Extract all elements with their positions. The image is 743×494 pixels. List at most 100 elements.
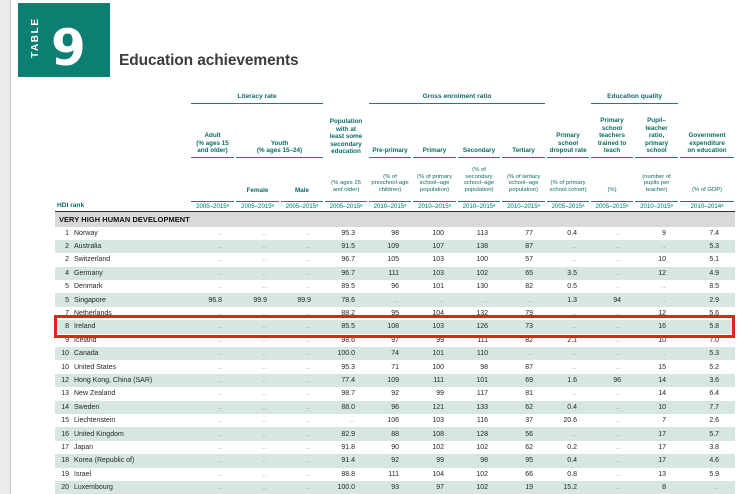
unit-ptr: (number of pupils per teacher) (642, 173, 671, 194)
value-cell: 79 (525, 310, 534, 318)
value-cell: 57 (525, 256, 534, 264)
value-cell: .. (262, 269, 267, 277)
value-cell: 103 (432, 256, 445, 264)
country-row: 18 Korea (Republic of)...... 91.4 92 99 98 95 0… (55, 454, 736, 468)
spacer-cell (190, 158, 235, 196)
value-cell: .. (483, 296, 489, 304)
value-cell: 99 (436, 457, 445, 465)
col-primary: Primary (412, 104, 457, 158)
hdi-rank-value: 20 (61, 484, 69, 492)
value-cell: .. (394, 296, 400, 304)
value-cell: 132 (476, 310, 489, 318)
col-teachers-trained: Primary school teachers trained to teach (590, 104, 634, 158)
hdi-rank-value: 17 (61, 443, 69, 451)
section-band: VERY HIGH HUMAN DEVELOPMENT (55, 210, 736, 227)
value-cell: .. (306, 457, 312, 465)
value-cell: 87 (525, 243, 534, 251)
value-cell: 94 (613, 296, 622, 304)
value-cell: 96.7 (341, 269, 356, 277)
value-cell: .. (262, 403, 267, 411)
country-name: Denmark (74, 283, 103, 291)
country-name: Canada (74, 350, 99, 358)
value-cell: 10 (658, 256, 667, 264)
value-cell: .. (616, 403, 622, 411)
value-cell: 69 (525, 376, 534, 384)
country-name: Singapore (74, 296, 106, 304)
value-cell: 96.8 (208, 296, 222, 304)
value-cell: .. (572, 363, 578, 371)
value-cell: .. (616, 430, 622, 438)
country-name: Liechtenstein (74, 417, 116, 425)
hdi-rank-value: 7 (65, 310, 69, 318)
value-cell: .. (217, 470, 222, 478)
table-body: 1 Norway...... 95.3 98 100 113 77 0.4.. 9 7.4 2 Aus… (55, 227, 736, 494)
value-cell: .. (262, 243, 267, 251)
value-cell: .. (217, 283, 222, 291)
value-cell: 100.0 (337, 484, 356, 492)
spacer-cell (55, 104, 190, 158)
value-cell: 1.3 (567, 296, 578, 304)
value-cell: 102 (432, 443, 445, 451)
hdi-rank-value: 19 (61, 470, 69, 478)
value-cell: 7 (662, 417, 667, 425)
value-cell: 109 (387, 376, 400, 384)
country-row: 17 Japan...... 91.8 90 102 102 62 0.2.. 17 3.8 (55, 441, 735, 454)
unit-female: Female (246, 186, 269, 194)
education-achievements-table: Literacy rate Gross enrolment ratio Educ… (55, 88, 736, 494)
value-cell: 77.4 (341, 376, 356, 384)
value-cell: 37 (525, 417, 534, 425)
value-cell: .. (262, 363, 267, 371)
section-band-label: VERY HIGH HUMAN DEVELOPMENT (55, 210, 736, 227)
value-cell: .. (306, 417, 312, 425)
value-cell: .. (306, 323, 312, 331)
value-cell: 96.7 (341, 256, 356, 264)
value-cell: 10 (658, 336, 667, 344)
value-cell: .. (306, 256, 312, 264)
value-cell: .. (572, 350, 578, 358)
value-cell: 62 (525, 443, 534, 451)
value-cell: 102 (476, 484, 489, 492)
value-cell: .. (572, 323, 578, 331)
country-name: Sweden (74, 403, 100, 411)
country-row: 2 Australia...... 91.5 109 107 138 87...... 5.3 (55, 239, 736, 254)
value-cell: 5.7 (709, 430, 720, 438)
value-cell: 97 (436, 484, 445, 492)
value-cell: 88 (391, 430, 400, 438)
value-cell: 7.4 (709, 229, 720, 237)
country-name: Iceland (74, 336, 97, 344)
value-cell: 91.8 (341, 443, 356, 451)
country-row: 10 United States...... 95.3 71 100 98 87.... 15… (55, 360, 735, 373)
unit-primary: (% of primary school–age population) (417, 173, 453, 194)
value-cell: 96 (613, 376, 622, 384)
value-cell: .. (262, 443, 267, 451)
value-cell: .. (306, 229, 312, 237)
value-cell: 121 (432, 403, 445, 411)
value-cell: .. (616, 470, 622, 478)
year-cell: 2005–2015ᵃ (324, 196, 368, 211)
table-number-badge: TABLE 9 (18, 3, 110, 77)
value-cell: 7.0 (709, 336, 720, 344)
value-cell: .. (306, 269, 312, 277)
country-name: New Zealand (74, 390, 116, 398)
value-cell: .. (616, 417, 622, 425)
value-cell: 88.2 (341, 310, 356, 318)
unit-tertiary: (% of tertiary school–age population) (506, 173, 541, 194)
value-cell: 4.9 (709, 269, 720, 277)
country-row: 14 Sweden...... 88.0 96 121 133 62 0.4.. 10 7.7 (55, 400, 736, 414)
value-cell: 5.6 (709, 310, 720, 318)
hdi-rank-value: 5 (65, 283, 69, 291)
value-cell: 100.0 (337, 350, 356, 358)
value-cell: .. (306, 443, 312, 451)
value-cell: 100 (476, 256, 489, 264)
value-cell: .. (306, 243, 312, 251)
group-gross-enrolment: Gross enrolment ratio (368, 88, 546, 104)
value-cell: 100 (432, 363, 445, 371)
value-cell: 101 (476, 376, 489, 384)
value-cell: .. (217, 323, 222, 331)
value-cell: .. (262, 457, 267, 465)
value-cell: 103 (432, 269, 445, 277)
value-cell: .. (572, 390, 578, 398)
value-cell: .. (306, 390, 312, 398)
value-cell: 98.7 (341, 390, 356, 398)
value-cell: 5.8 (709, 323, 720, 331)
